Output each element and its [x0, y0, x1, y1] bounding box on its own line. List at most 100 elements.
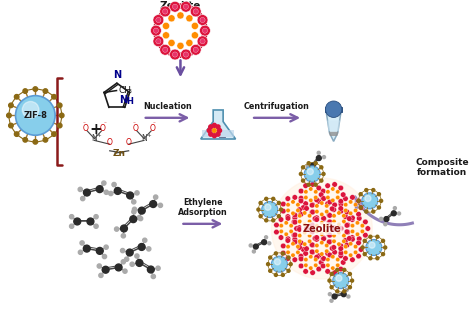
Text: ⁻: ⁻ [153, 122, 156, 127]
Circle shape [273, 222, 279, 228]
Circle shape [33, 87, 37, 91]
Circle shape [315, 249, 319, 253]
Circle shape [356, 253, 361, 259]
Circle shape [292, 239, 298, 245]
Circle shape [316, 185, 321, 191]
Circle shape [321, 235, 327, 241]
Circle shape [312, 216, 318, 221]
Circle shape [163, 32, 170, 39]
Circle shape [365, 195, 371, 202]
Circle shape [360, 224, 365, 228]
Circle shape [319, 212, 324, 216]
Circle shape [268, 242, 271, 245]
Circle shape [202, 28, 208, 33]
Circle shape [216, 125, 220, 129]
Circle shape [319, 260, 324, 265]
Circle shape [158, 203, 163, 207]
Circle shape [285, 238, 291, 243]
Circle shape [156, 39, 161, 44]
Circle shape [331, 255, 335, 259]
Circle shape [366, 239, 382, 256]
Circle shape [359, 193, 362, 196]
Circle shape [153, 36, 164, 47]
Circle shape [252, 250, 255, 253]
Text: Ethylene
Adsorption: Ethylene Adsorption [178, 198, 228, 217]
Circle shape [14, 132, 19, 136]
Circle shape [170, 1, 181, 12]
Circle shape [292, 219, 297, 225]
Circle shape [151, 274, 155, 279]
Circle shape [159, 13, 164, 17]
Circle shape [331, 187, 335, 191]
Circle shape [303, 269, 309, 274]
Circle shape [325, 249, 329, 253]
Circle shape [282, 252, 284, 255]
Circle shape [384, 223, 387, 226]
Circle shape [146, 247, 151, 251]
Circle shape [329, 206, 335, 211]
Circle shape [356, 198, 361, 204]
Circle shape [156, 17, 161, 23]
Circle shape [186, 39, 193, 46]
Circle shape [193, 47, 198, 52]
Circle shape [327, 239, 332, 244]
Circle shape [200, 17, 205, 23]
Circle shape [310, 222, 315, 228]
Circle shape [96, 248, 103, 254]
Circle shape [173, 52, 178, 57]
Circle shape [319, 192, 324, 197]
Circle shape [304, 225, 309, 231]
Circle shape [342, 219, 346, 224]
Circle shape [156, 266, 160, 270]
Circle shape [311, 169, 315, 172]
Circle shape [137, 216, 141, 220]
Circle shape [344, 223, 350, 228]
Circle shape [287, 256, 290, 259]
Circle shape [302, 211, 307, 215]
Circle shape [14, 95, 19, 99]
Circle shape [135, 254, 139, 258]
Circle shape [281, 201, 286, 207]
Circle shape [298, 256, 304, 262]
Circle shape [312, 236, 318, 241]
Circle shape [360, 229, 365, 234]
Circle shape [249, 244, 252, 247]
Circle shape [347, 295, 350, 298]
Circle shape [350, 224, 355, 228]
Circle shape [372, 210, 375, 213]
Circle shape [138, 216, 143, 221]
Circle shape [132, 207, 137, 211]
Text: ⁻: ⁻ [132, 122, 135, 127]
Circle shape [310, 242, 315, 248]
Circle shape [348, 286, 351, 289]
Circle shape [97, 264, 101, 268]
Circle shape [218, 128, 221, 132]
Circle shape [344, 203, 348, 207]
Circle shape [348, 242, 353, 246]
Circle shape [291, 200, 295, 204]
Circle shape [96, 186, 103, 193]
Circle shape [341, 292, 346, 297]
Circle shape [338, 243, 344, 249]
Circle shape [327, 252, 332, 258]
Circle shape [331, 266, 335, 270]
Circle shape [344, 229, 350, 234]
Circle shape [310, 270, 315, 275]
Circle shape [143, 238, 147, 242]
Circle shape [132, 200, 136, 204]
Circle shape [298, 211, 304, 217]
Circle shape [83, 189, 91, 196]
Circle shape [296, 203, 300, 207]
Circle shape [52, 95, 56, 99]
Circle shape [291, 242, 295, 246]
Circle shape [319, 240, 324, 245]
Circle shape [344, 250, 348, 254]
Circle shape [357, 199, 360, 202]
Circle shape [377, 206, 381, 209]
Circle shape [279, 229, 283, 234]
Circle shape [298, 234, 302, 238]
Text: H: H [127, 97, 134, 106]
Circle shape [328, 293, 331, 296]
Circle shape [102, 181, 106, 185]
Polygon shape [201, 110, 236, 139]
